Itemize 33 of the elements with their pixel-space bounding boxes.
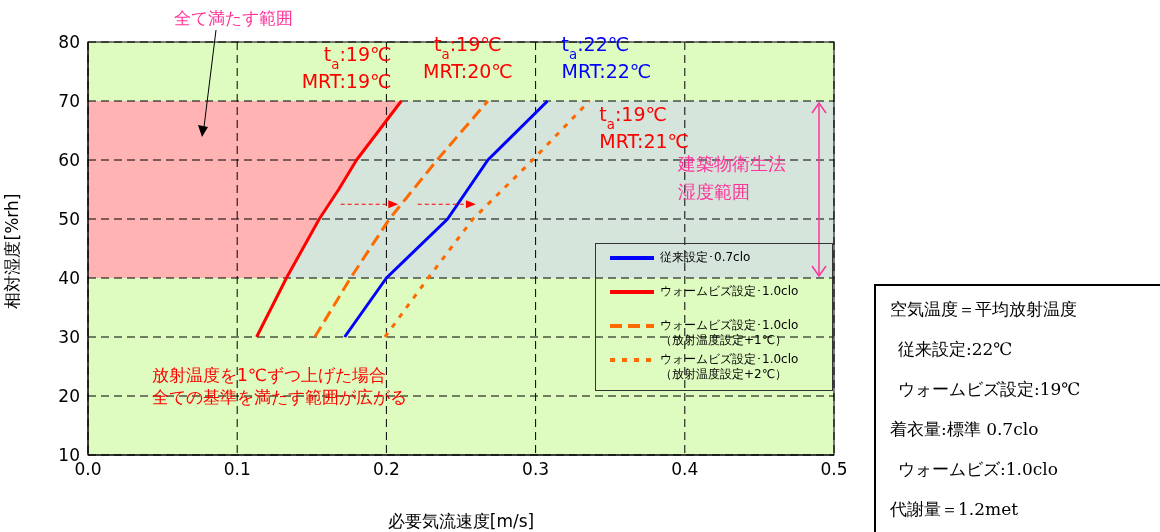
y-tick-label: 20	[58, 386, 80, 407]
text: 空気温度＝平均放射温度	[890, 298, 1078, 321]
text: ウォームビズ設定:19℃	[897, 378, 1082, 401]
text: 全て満たす範囲	[173, 8, 293, 28]
line-series	[383, 99, 591, 339]
line-series	[313, 99, 490, 339]
text: 代謝量＝1.2met	[890, 498, 1020, 521]
x-axis-title: 必要気流速度[m/s]	[387, 511, 535, 531]
legend-label: 従来設定･0.7clo	[660, 250, 751, 265]
text: ウォームビズ:1.0clo	[897, 458, 1059, 481]
y-tick-label: 40	[58, 268, 80, 289]
y-tick-label: 60	[58, 150, 80, 171]
annotation: 全ての基準を満たす範囲が広がる	[152, 387, 407, 407]
annotation: t$_{a}$:19℃ MRT:19℃	[301, 43, 392, 92]
y-tick-label: 80	[58, 32, 80, 53]
x-tick-label: 0.5	[820, 459, 848, 480]
legend-label: ウォームビズ設定･1.0clo	[660, 284, 799, 299]
x-tick-label: 0.4	[671, 459, 699, 480]
legend-label: ウォームビズ設定･1.0clo （放射温度設定+1℃）	[660, 318, 799, 348]
x-tick-label: 0.1	[223, 459, 251, 480]
x-tick-label: 0.2	[372, 459, 400, 480]
y-tick-label: 30	[58, 327, 80, 348]
line-series	[343, 99, 550, 339]
text: 従来設定:22℃	[897, 338, 1014, 361]
annotation: 放射温度を1℃ずつ上げた場合	[152, 365, 386, 385]
y-axis-title: 相対湿度[%rh]	[2, 193, 23, 309]
text: 着衣量:標準 0.7clo	[890, 418, 1040, 441]
y-tick-label: 70	[58, 91, 80, 112]
y-tick-label: 50	[58, 209, 80, 230]
legend-label: ウォームビズ設定･1.0clo （放射温度設定+2℃）	[660, 352, 799, 382]
annotation: t$_{a}$:19℃ MRT:21℃	[599, 103, 689, 152]
line-series	[255, 99, 403, 339]
x-tick-label: 0.3	[522, 459, 550, 480]
